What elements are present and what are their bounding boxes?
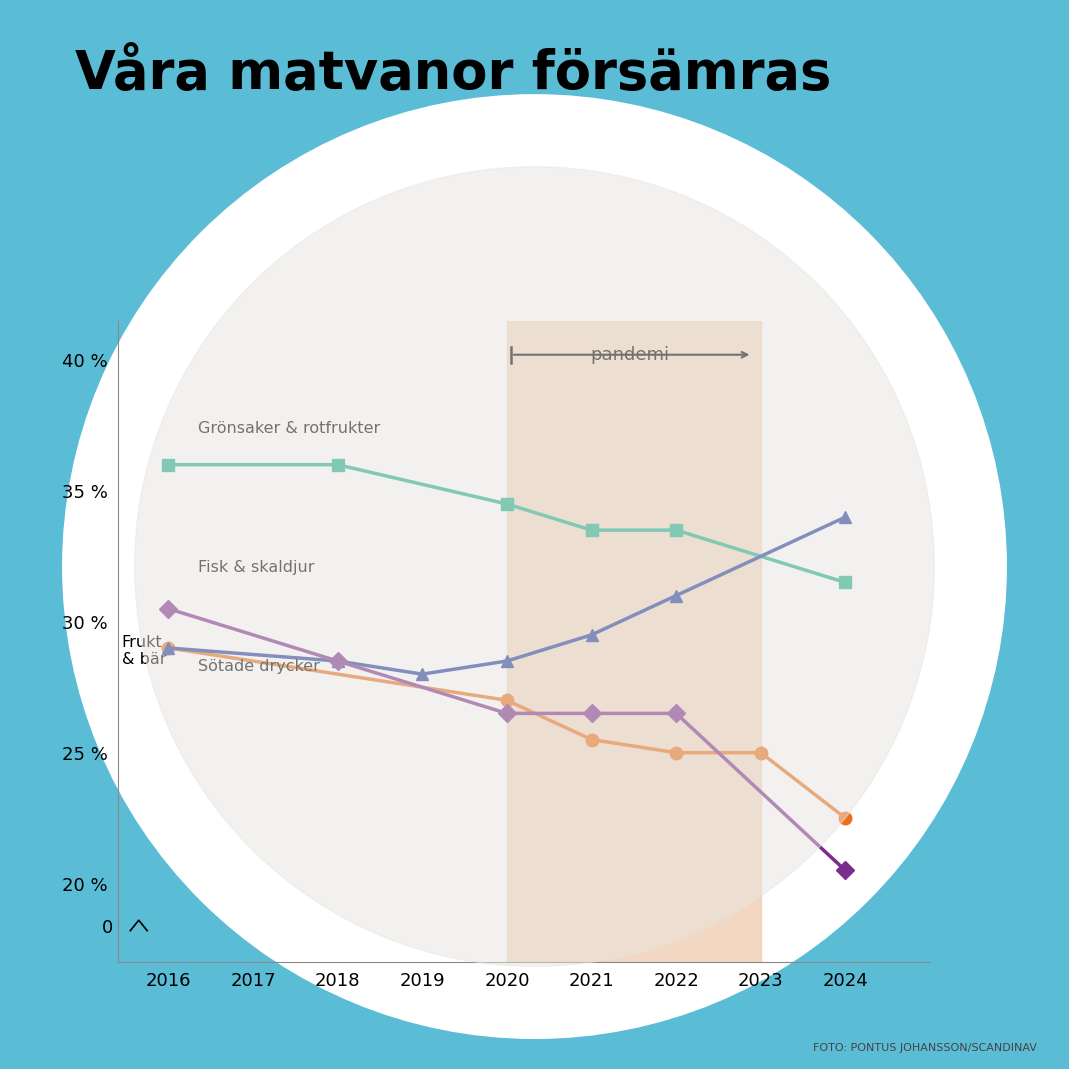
Text: 0: 0 [103,919,113,938]
Text: Fisk & skaldjur: Fisk & skaldjur [198,560,314,575]
Text: FOTO: PONTUS JOHANSSON/SCANDINAV: FOTO: PONTUS JOHANSSON/SCANDINAV [814,1043,1037,1053]
Text: Våra matvanor försämras: Våra matvanor försämras [75,48,832,100]
Text: Sötade drycker: Sötade drycker [198,660,320,675]
Bar [507,321,761,962]
Text: Frukt
& bär: Frukt & bär [122,635,167,667]
Text: Grönsaker & rotfrukter: Grönsaker & rotfrukter [198,421,381,436]
Text: pandemi: pandemi [590,345,669,363]
